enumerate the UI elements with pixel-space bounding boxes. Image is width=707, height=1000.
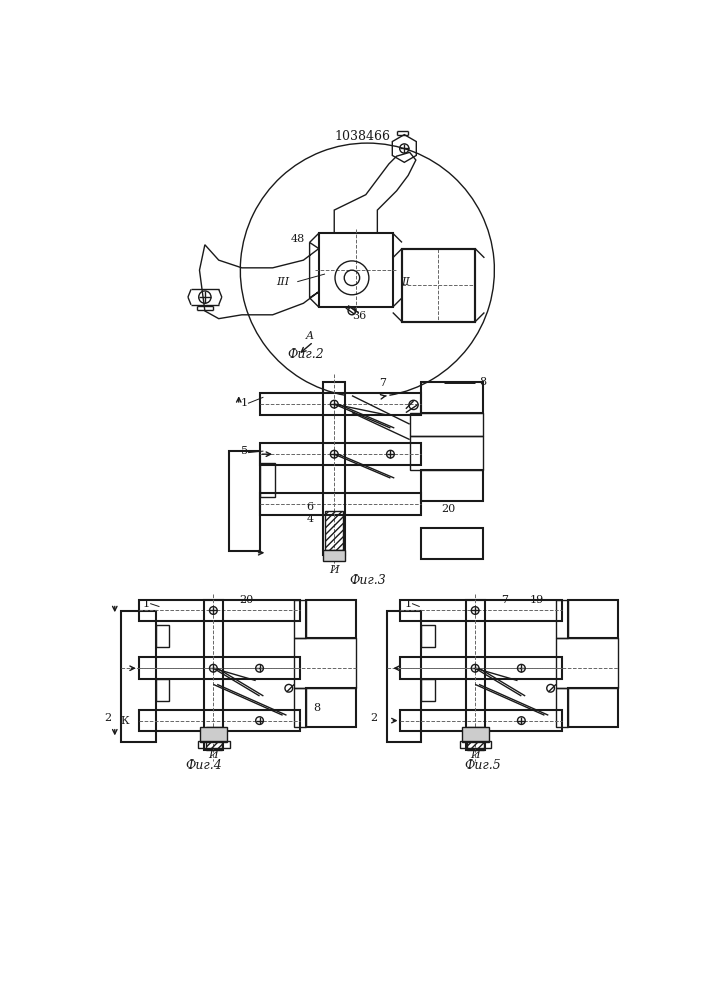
Text: 1: 1 [405,599,412,609]
Bar [319,233,393,307]
Text: 20: 20 [441,504,455,514]
Bar [206,727,222,750]
Text: К: К [120,716,129,726]
Text: И: И [209,750,218,760]
Bar [324,550,345,561]
Bar [421,470,483,501]
Bar [409,413,483,436]
Bar [568,688,618,727]
Text: 48: 48 [291,234,305,244]
Bar [156,625,170,647]
Bar [294,600,305,638]
Text: И: И [470,750,480,760]
Text: 8: 8 [314,703,321,713]
Bar [139,600,300,621]
Bar [467,727,484,750]
Text: 36: 36 [353,311,367,321]
Bar [462,727,489,742]
Text: III: III [276,277,290,287]
Bar [200,727,227,742]
Text: 4: 4 [306,514,313,524]
Text: 6: 6 [306,502,313,512]
Text: 8: 8 [479,377,486,387]
Bar [387,611,421,742]
Bar [556,638,618,688]
Text: A: A [305,331,314,341]
Bar [556,688,568,727]
Bar [139,657,300,679]
Text: 1: 1 [241,398,248,408]
Bar [324,382,345,555]
Bar [556,600,568,638]
Bar [402,249,475,322]
Bar [325,511,344,550]
Bar [139,710,300,731]
Text: 1038466: 1038466 [334,130,390,143]
Bar [421,382,483,413]
Text: Фиг.2: Фиг.2 [287,348,324,361]
Text: 19: 19 [530,595,544,605]
Bar [294,688,305,727]
Bar [259,443,421,465]
Bar [400,710,562,731]
Bar [204,600,223,750]
Bar [421,679,435,701]
Text: Фиг.4: Фиг.4 [186,759,223,772]
Text: II: II [402,277,410,287]
Bar [259,493,421,515]
Bar [421,528,483,559]
Text: И: И [329,565,339,575]
Text: 7: 7 [501,595,508,605]
Bar [259,463,275,497]
Bar [198,741,230,748]
Bar [402,249,475,322]
Text: 5: 5 [241,446,248,456]
Bar [305,688,356,727]
Bar [305,600,356,638]
Bar [259,393,421,415]
Text: 2: 2 [370,713,378,723]
Bar [294,638,356,688]
Bar [400,600,562,621]
Text: 7: 7 [379,378,386,388]
Text: 2: 2 [105,713,112,723]
Bar [409,436,483,470]
Bar [421,625,435,647]
Bar [400,657,562,679]
Bar [156,679,170,701]
Text: 1: 1 [143,599,150,609]
Text: Фиг.5: Фиг.5 [464,759,501,772]
Bar [229,451,259,551]
Text: 20: 20 [240,595,254,605]
Bar [460,741,491,748]
Bar [466,600,485,750]
Text: Фиг.3: Фиг.3 [349,574,386,587]
Bar [121,611,156,742]
Bar [568,600,618,638]
